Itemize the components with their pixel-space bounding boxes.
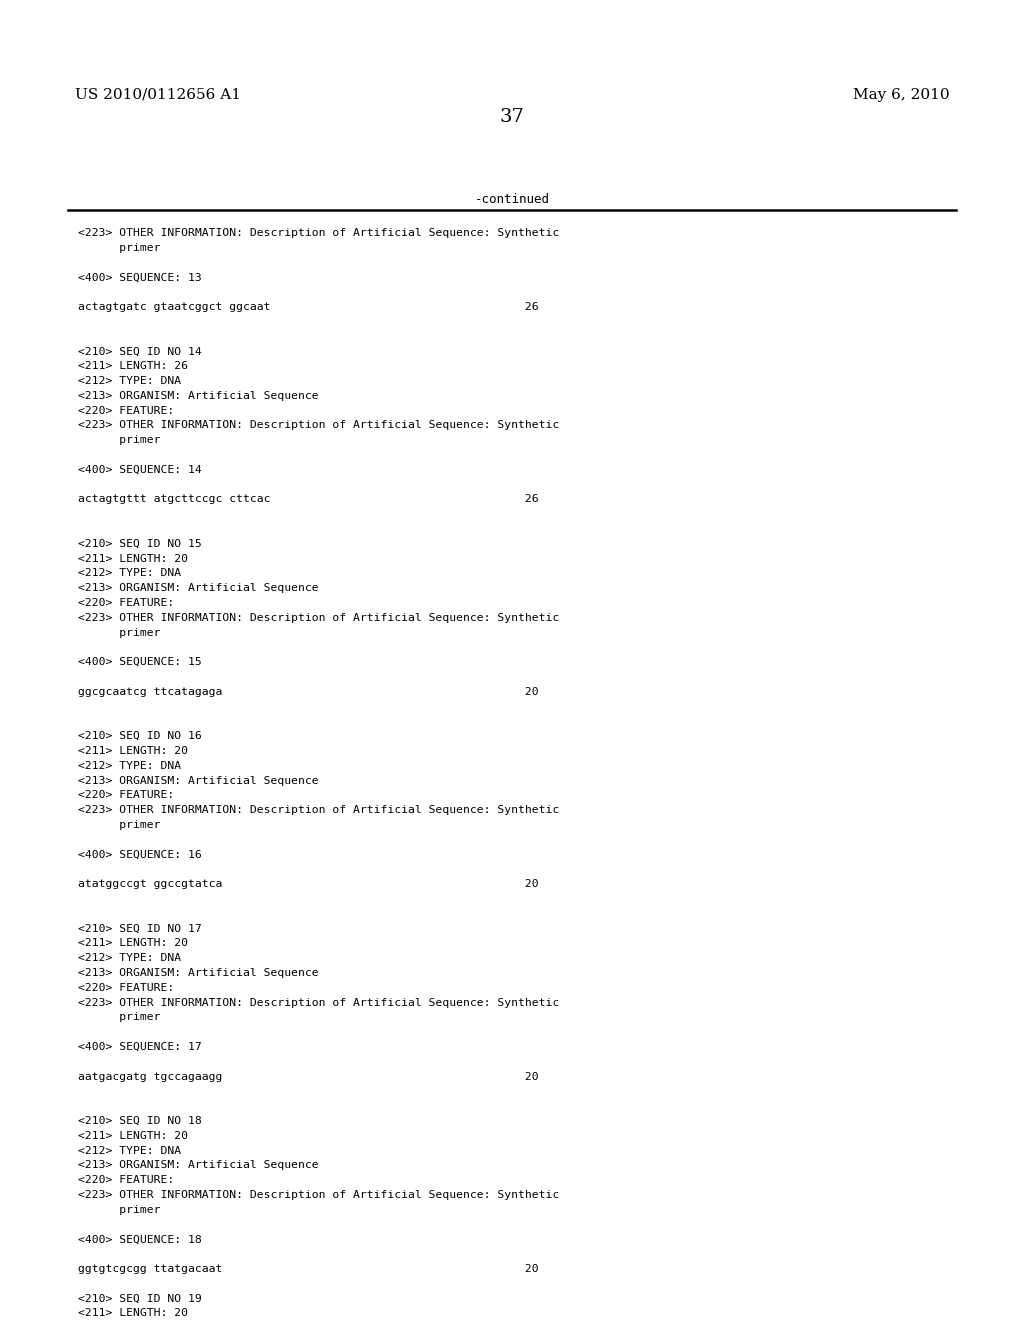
Text: <212> TYPE: DNA: <212> TYPE: DNA [78, 953, 181, 964]
Text: <220> FEATURE:: <220> FEATURE: [78, 405, 174, 416]
Text: <220> FEATURE:: <220> FEATURE: [78, 598, 174, 609]
Text: <210> SEQ ID NO 18: <210> SEQ ID NO 18 [78, 1115, 202, 1126]
Text: <223> OTHER INFORMATION: Description of Artificial Sequence: Synthetic: <223> OTHER INFORMATION: Description of … [78, 420, 559, 430]
Text: <211> LENGTH: 20: <211> LENGTH: 20 [78, 1131, 188, 1140]
Text: <212> TYPE: DNA: <212> TYPE: DNA [78, 376, 181, 385]
Text: <211> LENGTH: 20: <211> LENGTH: 20 [78, 553, 188, 564]
Text: primer: primer [78, 820, 161, 830]
Text: <213> ORGANISM: Artificial Sequence: <213> ORGANISM: Artificial Sequence [78, 583, 318, 593]
Text: <213> ORGANISM: Artificial Sequence: <213> ORGANISM: Artificial Sequence [78, 776, 318, 785]
Text: <213> ORGANISM: Artificial Sequence: <213> ORGANISM: Artificial Sequence [78, 391, 318, 401]
Text: <223> OTHER INFORMATION: Description of Artificial Sequence: Synthetic: <223> OTHER INFORMATION: Description of … [78, 1191, 559, 1200]
Text: -continued: -continued [474, 193, 550, 206]
Text: ggtgtcgcgg ttatgacaat                                            20: ggtgtcgcgg ttatgacaat 20 [78, 1265, 539, 1274]
Text: <223> OTHER INFORMATION: Description of Artificial Sequence: Synthetic: <223> OTHER INFORMATION: Description of … [78, 998, 559, 1007]
Text: <400> SEQUENCE: 13: <400> SEQUENCE: 13 [78, 272, 202, 282]
Text: <210> SEQ ID NO 16: <210> SEQ ID NO 16 [78, 731, 202, 742]
Text: <223> OTHER INFORMATION: Description of Artificial Sequence: Synthetic: <223> OTHER INFORMATION: Description of … [78, 612, 559, 623]
Text: <212> TYPE: DNA: <212> TYPE: DNA [78, 1146, 181, 1155]
Text: <211> LENGTH: 26: <211> LENGTH: 26 [78, 362, 188, 371]
Text: <212> TYPE: DNA: <212> TYPE: DNA [78, 569, 181, 578]
Text: <400> SEQUENCE: 17: <400> SEQUENCE: 17 [78, 1041, 202, 1052]
Text: 37: 37 [500, 108, 524, 125]
Text: <213> ORGANISM: Artificial Sequence: <213> ORGANISM: Artificial Sequence [78, 1160, 318, 1171]
Text: primer: primer [78, 627, 161, 638]
Text: ggcgcaatcg ttcatagaga                                            20: ggcgcaatcg ttcatagaga 20 [78, 686, 539, 697]
Text: <212> TYPE: DNA: <212> TYPE: DNA [78, 760, 181, 771]
Text: <220> FEATURE:: <220> FEATURE: [78, 983, 174, 993]
Text: actagtgttt atgcttccgc cttcac                                     26: actagtgttt atgcttccgc cttcac 26 [78, 495, 539, 504]
Text: <400> SEQUENCE: 14: <400> SEQUENCE: 14 [78, 465, 202, 475]
Text: <211> LENGTH: 20: <211> LENGTH: 20 [78, 939, 188, 948]
Text: aatgacgatg tgccagaagg                                            20: aatgacgatg tgccagaagg 20 [78, 1072, 539, 1081]
Text: <223> OTHER INFORMATION: Description of Artificial Sequence: Synthetic: <223> OTHER INFORMATION: Description of … [78, 805, 559, 816]
Text: <210> SEQ ID NO 15: <210> SEQ ID NO 15 [78, 539, 202, 549]
Text: May 6, 2010: May 6, 2010 [853, 88, 950, 102]
Text: <210> SEQ ID NO 19: <210> SEQ ID NO 19 [78, 1294, 202, 1304]
Text: US 2010/0112656 A1: US 2010/0112656 A1 [75, 88, 241, 102]
Text: <220> FEATURE:: <220> FEATURE: [78, 791, 174, 800]
Text: <400> SEQUENCE: 18: <400> SEQUENCE: 18 [78, 1234, 202, 1245]
Text: <211> LENGTH: 20: <211> LENGTH: 20 [78, 746, 188, 756]
Text: <223> OTHER INFORMATION: Description of Artificial Sequence: Synthetic: <223> OTHER INFORMATION: Description of … [78, 228, 559, 238]
Text: <400> SEQUENCE: 15: <400> SEQUENCE: 15 [78, 657, 202, 667]
Text: <400> SEQUENCE: 16: <400> SEQUENCE: 16 [78, 850, 202, 859]
Text: actagtgatc gtaatcggct ggcaat                                     26: actagtgatc gtaatcggct ggcaat 26 [78, 302, 539, 312]
Text: <220> FEATURE:: <220> FEATURE: [78, 1175, 174, 1185]
Text: <211> LENGTH: 20: <211> LENGTH: 20 [78, 1308, 188, 1319]
Text: primer: primer [78, 436, 161, 445]
Text: primer: primer [78, 243, 161, 253]
Text: atatggccgt ggccgtatca                                            20: atatggccgt ggccgtatca 20 [78, 879, 539, 890]
Text: <210> SEQ ID NO 14: <210> SEQ ID NO 14 [78, 346, 202, 356]
Text: <213> ORGANISM: Artificial Sequence: <213> ORGANISM: Artificial Sequence [78, 968, 318, 978]
Text: primer: primer [78, 1205, 161, 1214]
Text: <210> SEQ ID NO 17: <210> SEQ ID NO 17 [78, 924, 202, 933]
Text: primer: primer [78, 1012, 161, 1023]
